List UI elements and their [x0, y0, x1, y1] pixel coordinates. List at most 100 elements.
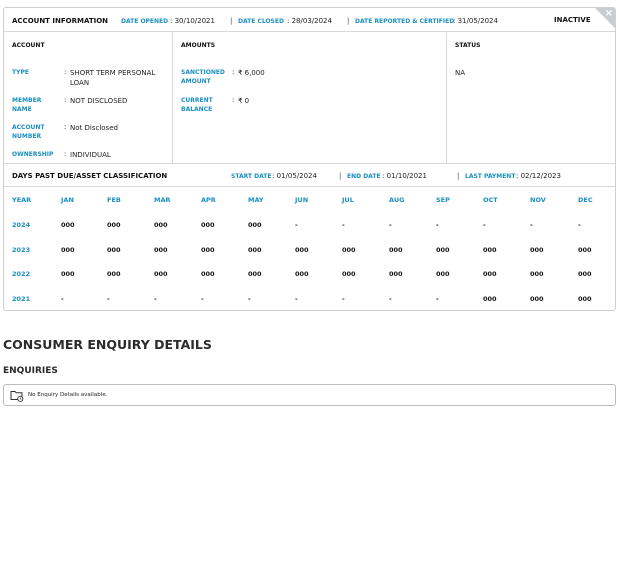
account-heading: ACCOUNT [12, 42, 45, 49]
dpd-value-cell: 000 [342, 270, 356, 278]
dpd-value-cell: - [107, 295, 110, 303]
dpd-value-cell: 000 [154, 221, 168, 229]
enquiries-subtitle: ENQUIRIES [3, 366, 58, 376]
dpd-value-cell: 000 [154, 270, 168, 278]
dpd-value-cell: - [295, 221, 298, 229]
dpd-year-cell: 2021 [12, 295, 31, 303]
dpd-value-cell: - [295, 295, 298, 303]
start-date-value: : 01/05/2024 [272, 172, 317, 180]
status-heading: STATUS [455, 42, 481, 49]
dpd-year-cell: 2023 [12, 246, 31, 254]
dpd-value-cell: 000 [436, 246, 450, 254]
dpd-title: DAYS PAST DUE/ASSET CLASSIFICATION [12, 172, 168, 180]
member-name-label: MEMBER NAME [12, 97, 42, 113]
dpd-value-cell: 000 [107, 270, 121, 278]
dpd-col-header: FEB [107, 196, 121, 204]
consumer-enquiry-title: CONSUMER ENQUIRY DETAILS [3, 337, 212, 352]
current-balance-value: ₹ 0 [238, 97, 250, 105]
dpd-value-cell: 000 [107, 246, 121, 254]
dpd-value-cell: 000 [530, 246, 544, 254]
dpd-value-cell: - [248, 295, 251, 303]
dpd-value-cell: 000 [201, 270, 215, 278]
date-opened-label: DATE OPENED [121, 18, 169, 25]
start-date-label: START DATE [231, 173, 272, 180]
dpd-col-header: MAY [248, 196, 264, 204]
dpd-header: DAYS PAST DUE/ASSET CLASSIFICATION START… [4, 163, 615, 187]
type-label: TYPE [12, 69, 29, 76]
dpd-value-cell: - [154, 295, 157, 303]
member-name-value: NOT DISCLOSED [70, 97, 128, 105]
dpd-value-cell: - [389, 221, 392, 229]
dpd-value-cell: 000 [201, 246, 215, 254]
dpd-value-cell: 000 [107, 221, 121, 229]
dpd-value-cell: - [61, 295, 64, 303]
type-value: SHORT TERM PERSONAL LOAN [70, 69, 156, 87]
dpd-col-header: JAN [61, 196, 74, 204]
close-icon[interactable]: × [604, 8, 613, 19]
dpd-col-header: MAR [154, 196, 171, 204]
dpd-value-cell: 000 [530, 295, 544, 303]
dpd-value-cell: 000 [578, 295, 592, 303]
sanctioned-amount-label: SANCTIONED AMOUNT [181, 69, 225, 85]
end-date-value: : 01/10/2021 [382, 172, 427, 180]
dpd-value-cell: - [578, 221, 581, 229]
dpd-value-cell: 000 [201, 221, 215, 229]
dpd-value-cell: 000 [389, 246, 403, 254]
dpd-value-cell: - [483, 221, 486, 229]
dpd-col-header: JUL [342, 196, 354, 204]
amounts-heading: AMOUNTS [181, 42, 216, 49]
folder-clock-icon [10, 391, 24, 402]
status-value: NA [455, 69, 466, 77]
date-closed-label: DATE CLOSED [238, 18, 284, 25]
dpd-value-cell: - [201, 295, 204, 303]
dpd-col-header: SEP [436, 196, 450, 204]
dpd-year-cell: 2022 [12, 270, 31, 278]
account-information-card: × ACCOUNT INFORMATION DATE OPENED : 30/1… [3, 7, 616, 311]
last-payment-label: LAST PAYMENT [465, 173, 516, 180]
dpd-value-cell: 000 [248, 246, 262, 254]
dpd-value-cell: 000 [248, 221, 262, 229]
dpd-value-cell: 000 [578, 270, 592, 278]
amounts-column: AMOUNTS SANCTIONED AMOUNT : ₹ 6,000 CURRE… [173, 33, 447, 163]
dpd-value-cell: - [436, 221, 439, 229]
dpd-col-header: APR [201, 196, 216, 204]
dpd-value-cell: 000 [389, 270, 403, 278]
dpd-value-cell: 000 [61, 221, 75, 229]
ownership-value: INDIVIDUAL [70, 151, 111, 159]
last-payment-value: : 02/12/2023 [516, 172, 561, 180]
current-balance-label: CURRENT BALANCE [181, 97, 213, 113]
dpd-value-cell: - [530, 221, 533, 229]
date-reported-label: DATE REPORTED & CERTIFIED [355, 18, 455, 25]
date-reported-value: : 31/05/2024 [453, 17, 498, 25]
no-enquiry-text: No Enquiry Details available. [28, 392, 108, 398]
dpd-value-cell: 000 [483, 246, 497, 254]
dpd-value-cell: - [436, 295, 439, 303]
dpd-value-cell: - [342, 295, 345, 303]
end-date-label: END DATE [347, 173, 381, 180]
dpd-col-header: OCT [483, 196, 498, 204]
dpd-value-cell: - [342, 221, 345, 229]
dpd-value-cell: 000 [483, 295, 497, 303]
status-column: STATUS NA [447, 33, 615, 163]
dpd-value-cell: 000 [436, 270, 450, 278]
dpd-value-cell: 000 [483, 270, 497, 278]
account-column: ACCOUNT TYPE : SHORT TERM PERSONAL LOAN M… [4, 33, 173, 163]
status-badge: INACTIVE [554, 16, 591, 24]
ownership-label: OWNERSHIP [12, 151, 54, 158]
dpd-value-cell: 000 [154, 246, 168, 254]
dpd-col-header: AUG [389, 196, 405, 204]
enquiry-empty-state: No Enquiry Details available. [3, 384, 616, 406]
dpd-value-cell: - [389, 295, 392, 303]
account-info-header: ACCOUNT INFORMATION DATE OPENED : 30/10/… [4, 8, 615, 32]
close-corner[interactable] [594, 8, 615, 29]
dpd-value-cell: 000 [342, 246, 356, 254]
dpd-col-header: JUN [295, 196, 309, 204]
dpd-value-cell: 000 [295, 270, 309, 278]
dpd-value-cell: 000 [248, 270, 262, 278]
account-number-value: Not Disclosed [70, 124, 118, 132]
dpd-value-cell: 000 [578, 246, 592, 254]
dpd-col-header: YEAR [12, 196, 32, 204]
sanctioned-amount-value: ₹ 6,000 [238, 69, 265, 77]
dpd-col-header: DEC [578, 196, 593, 204]
account-info-title: ACCOUNT INFORMATION [12, 17, 109, 25]
